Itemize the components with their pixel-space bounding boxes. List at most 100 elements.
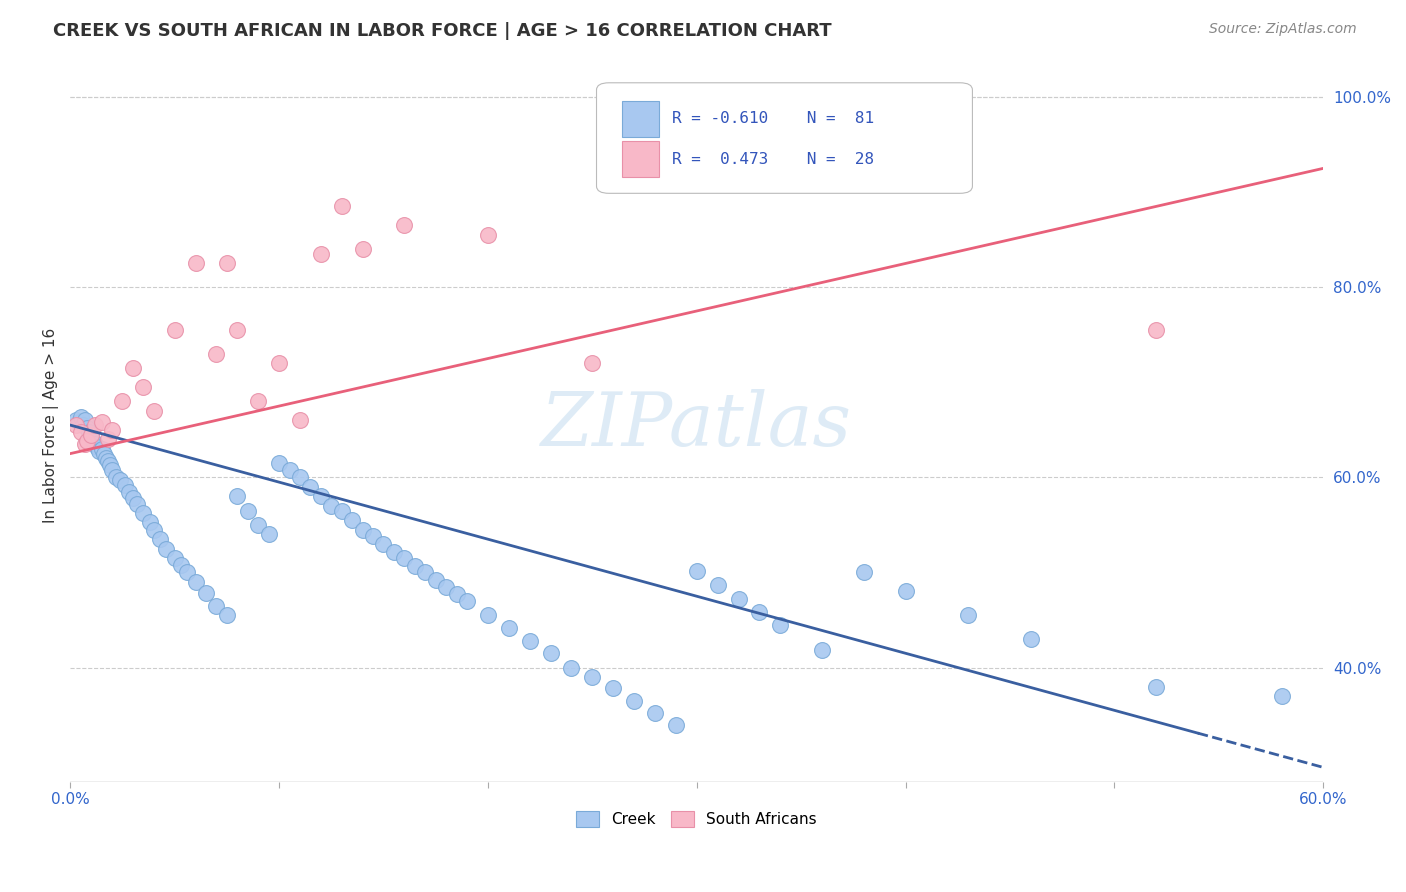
- Point: [111, 394, 134, 409]
- Point: [330, 503, 353, 517]
- Point: [69, 425, 91, 439]
- Point: [247, 517, 270, 532]
- Legend: Creek, South Africans: Creek, South Africans: [569, 804, 825, 835]
- Point: [957, 608, 980, 623]
- Point: [101, 423, 124, 437]
- Point: [80, 429, 103, 443]
- Text: R =  0.473    N =  28: R = 0.473 N = 28: [672, 152, 873, 167]
- Point: [446, 587, 468, 601]
- Point: [72, 418, 94, 433]
- Point: [519, 634, 541, 648]
- Point: [267, 356, 290, 370]
- Point: [122, 491, 145, 506]
- Point: [90, 415, 112, 429]
- Point: [321, 499, 343, 513]
- Point: [155, 541, 177, 556]
- Point: [97, 433, 120, 447]
- Point: [65, 413, 87, 427]
- Point: [581, 670, 603, 684]
- Point: [97, 454, 120, 468]
- Point: [65, 418, 87, 433]
- Point: [132, 380, 155, 394]
- Text: CREEK VS SOUTH AFRICAN IN LABOR FORCE | AGE > 16 CORRELATION CHART: CREEK VS SOUTH AFRICAN IN LABOR FORCE | …: [53, 22, 832, 40]
- Point: [132, 506, 155, 520]
- FancyBboxPatch shape: [596, 83, 973, 194]
- Point: [748, 606, 770, 620]
- Point: [80, 427, 103, 442]
- Point: [769, 617, 792, 632]
- Point: [288, 470, 311, 484]
- Point: [665, 717, 688, 731]
- Point: [540, 646, 562, 660]
- Point: [226, 490, 249, 504]
- Point: [560, 660, 582, 674]
- Point: [309, 490, 332, 504]
- Point: [84, 418, 107, 433]
- Point: [477, 227, 499, 242]
- Point: [309, 247, 332, 261]
- Point: [602, 681, 624, 696]
- Point: [82, 434, 104, 449]
- Point: [194, 586, 217, 600]
- Point: [73, 413, 96, 427]
- Point: [142, 523, 165, 537]
- Point: [581, 356, 603, 370]
- Point: [226, 323, 249, 337]
- Point: [101, 463, 124, 477]
- Point: [811, 643, 834, 657]
- Point: [105, 470, 128, 484]
- Point: [184, 256, 207, 270]
- Point: [125, 497, 148, 511]
- Point: [93, 447, 115, 461]
- Point: [86, 440, 108, 454]
- Point: [361, 529, 384, 543]
- Point: [394, 551, 416, 566]
- Point: [110, 473, 132, 487]
- Point: [142, 404, 165, 418]
- Point: [330, 199, 353, 213]
- Point: [267, 456, 290, 470]
- Point: [215, 256, 238, 270]
- Point: [278, 463, 301, 477]
- Point: [644, 706, 666, 721]
- Point: [122, 361, 145, 376]
- Point: [69, 410, 91, 425]
- Point: [727, 592, 749, 607]
- Point: [1019, 632, 1042, 646]
- Point: [73, 437, 96, 451]
- Point: [94, 451, 117, 466]
- Point: [257, 527, 280, 541]
- Point: [84, 437, 107, 451]
- Bar: [621, 142, 659, 177]
- Point: [299, 480, 322, 494]
- Point: [373, 537, 395, 551]
- Point: [706, 578, 728, 592]
- Point: [852, 566, 875, 580]
- Point: [1144, 680, 1167, 694]
- Point: [382, 544, 405, 558]
- Point: [176, 566, 198, 580]
- Y-axis label: In Labor Force | Age > 16: In Labor Force | Age > 16: [44, 327, 59, 523]
- Point: [89, 443, 111, 458]
- Point: [163, 323, 186, 337]
- Point: [477, 608, 499, 623]
- Point: [623, 694, 645, 708]
- Point: [170, 558, 193, 572]
- Point: [205, 599, 228, 613]
- Point: [67, 415, 90, 429]
- Point: [205, 347, 228, 361]
- Text: R = -0.610    N =  81: R = -0.610 N = 81: [672, 112, 873, 127]
- Point: [118, 484, 141, 499]
- Point: [404, 558, 426, 573]
- Point: [434, 580, 457, 594]
- Point: [1144, 323, 1167, 337]
- Point: [1270, 689, 1292, 703]
- Point: [98, 458, 121, 472]
- Point: [149, 532, 172, 546]
- Point: [236, 503, 259, 517]
- Point: [77, 425, 100, 439]
- Point: [456, 594, 478, 608]
- Text: ZIPatlas: ZIPatlas: [541, 389, 852, 461]
- Point: [76, 434, 98, 449]
- Point: [90, 442, 112, 456]
